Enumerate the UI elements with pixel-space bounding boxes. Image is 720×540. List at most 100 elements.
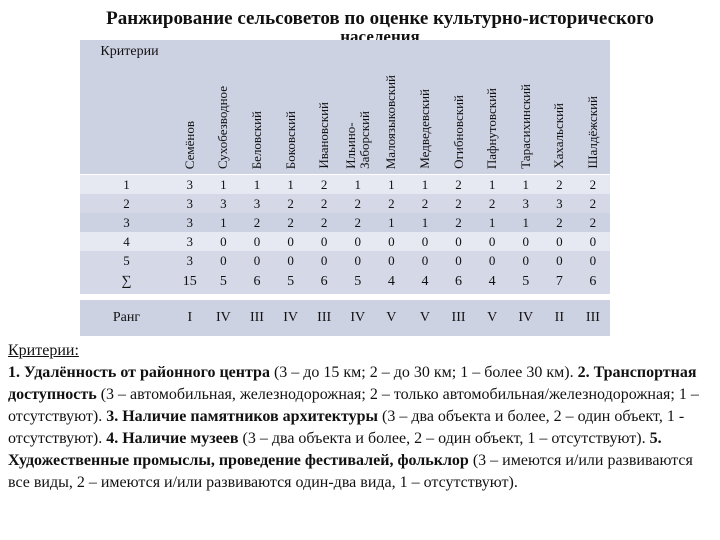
table-cell: 0 bbox=[455, 252, 462, 268]
column-header-label: Хахальский bbox=[551, 103, 567, 169]
table-cell: 0 bbox=[388, 252, 395, 268]
table-cell: 2 bbox=[589, 176, 597, 192]
table-cell: 2 bbox=[455, 195, 462, 211]
table-cell: 2 bbox=[455, 176, 462, 192]
row-label: 4 bbox=[123, 233, 130, 249]
table-cell: 3 bbox=[186, 233, 194, 249]
column-header-label: Беловский bbox=[248, 110, 264, 169]
table-cell: 3 bbox=[186, 176, 194, 192]
table-cell: 1 bbox=[522, 176, 529, 192]
table-cell: 2 bbox=[388, 195, 395, 211]
table-cell: 5 bbox=[219, 274, 227, 289]
table-cell: 0 bbox=[220, 252, 227, 268]
table-cell: 3 bbox=[186, 214, 194, 230]
row-label: 3 bbox=[123, 214, 130, 230]
table-cell: 6 bbox=[253, 274, 261, 289]
row-label: 2 bbox=[123, 195, 130, 211]
table-cell: III bbox=[451, 310, 466, 325]
column-header-label: Тарасихинский bbox=[517, 84, 533, 169]
column-header-label: Ивановский bbox=[316, 102, 332, 169]
table-cell: 0 bbox=[488, 233, 496, 249]
table-cell: 0 bbox=[556, 233, 563, 249]
table-cell: 2 bbox=[488, 195, 496, 211]
criteria-notes: Критерии: 1. Удалённость от районного це… bbox=[8, 340, 714, 494]
table-cell: 0 bbox=[220, 233, 227, 249]
table-row: 4 3 0 0 0 0 0 0 0 0 0 0 0 0 bbox=[80, 232, 610, 251]
row-label: ∑ bbox=[121, 274, 132, 289]
column-header: Огибновский bbox=[441, 40, 476, 175]
table-cell: 0 bbox=[253, 233, 261, 249]
table-cell: III bbox=[585, 310, 600, 325]
criterion-3-text: (3 – два объекта и более, 2 – один объек… bbox=[8, 408, 685, 447]
table-cell: 0 bbox=[455, 233, 462, 249]
notes-heading: Критерии: bbox=[8, 342, 79, 359]
table-cell: 4 bbox=[387, 274, 395, 289]
table-cell: 2 bbox=[589, 195, 597, 211]
table-cell: 2 bbox=[556, 176, 563, 192]
page-title: Ранжирование сельсоветов по оценке культ… bbox=[40, 8, 720, 42]
table-cell: 2 bbox=[320, 214, 328, 230]
table-cell: 0 bbox=[354, 252, 362, 268]
table-cell: III bbox=[317, 310, 332, 325]
row-label: 5 bbox=[123, 252, 130, 268]
title-line-2: населения bbox=[340, 30, 420, 42]
table-cell: 0 bbox=[287, 233, 294, 249]
column-header-label: Боковский bbox=[282, 110, 298, 169]
table-cell: 2 bbox=[320, 195, 328, 211]
column-header: Хахальский bbox=[542, 40, 577, 175]
table-cell: 1 bbox=[220, 176, 227, 192]
criterion-3-title: 3. Наличие памятников архитектуры bbox=[106, 408, 378, 425]
criterion-5-text: (3 – имеются и/или развиваются все виды,… bbox=[8, 452, 693, 491]
column-header: Медведевский bbox=[408, 40, 442, 175]
criterion-1-text: (3 – до 15 км; 2 – до 30 км; 1 – более 3… bbox=[269, 364, 578, 381]
table-cell: 3 bbox=[556, 195, 563, 211]
table-cell: 5 bbox=[354, 274, 362, 289]
table-cell: 5 bbox=[287, 274, 295, 289]
column-header-label: Малоязыковский bbox=[383, 74, 399, 169]
criterion-2-title: 2. Транспортная доступность bbox=[8, 364, 697, 403]
column-header-label: Ильино- Заборский bbox=[342, 111, 372, 169]
table-cell: 0 bbox=[320, 233, 328, 249]
row-label: Ранг bbox=[112, 310, 141, 325]
table-cell: 5 bbox=[522, 274, 530, 289]
column-header: Тарасихинский bbox=[508, 40, 543, 175]
table-cell: 0 bbox=[522, 252, 529, 268]
table-cell: 2 bbox=[287, 195, 294, 211]
table-row: 5 3 0 0 0 0 0 0 0 0 0 0 0 0 bbox=[80, 251, 610, 270]
column-header: Шалдёжский bbox=[576, 40, 610, 175]
table-cell: V bbox=[386, 310, 397, 325]
table-cell: 6 bbox=[320, 274, 328, 289]
table-cell: 0 bbox=[421, 252, 429, 268]
table-cell: 1 bbox=[287, 176, 294, 192]
table-row: ∑ 15 5 6 5 6 5 4 4 6 4 5 7 6 bbox=[80, 270, 610, 294]
table-cell: 1 bbox=[488, 176, 496, 192]
table-cell: 1 bbox=[388, 176, 395, 192]
table-cell: III bbox=[249, 310, 264, 325]
table-cell: 0 bbox=[589, 252, 597, 268]
row-label: 1 bbox=[123, 176, 130, 192]
column-header: Ивановский bbox=[307, 40, 341, 175]
column-header: Малоязыковский bbox=[374, 40, 409, 175]
column-header-label: Семёнов bbox=[181, 120, 197, 169]
criterion-2-text: (3 – автомобильная, железнодорожная; 2 –… bbox=[8, 386, 699, 425]
criterion-5-title: 5. Художественные промыслы, проведение ф… bbox=[8, 430, 662, 469]
table-row: 3 3 1 2 2 2 2 1 1 2 1 1 2 2 bbox=[80, 213, 610, 232]
ranking-table: Критерии Семёнов Сухобезводное Беловский Бок… bbox=[80, 40, 610, 336]
table-cell: IV bbox=[518, 310, 534, 325]
column-header-label: Пафнутовский bbox=[484, 87, 500, 169]
table-row: 1 3 1 1 1 2 1 1 1 2 1 1 2 2 bbox=[80, 174, 610, 194]
table-row: 2 3 3 3 2 2 2 2 2 2 2 3 3 2 bbox=[80, 194, 610, 213]
table-cell: 1 bbox=[388, 214, 395, 230]
column-header-label: Медведевский bbox=[416, 89, 432, 169]
table-cell: 0 bbox=[388, 233, 395, 249]
table-cell: IV bbox=[216, 310, 231, 325]
table-cell: IV bbox=[283, 310, 298, 325]
criterion-1-title: 1. Удалённость от районного центра bbox=[8, 364, 270, 381]
table-cell: I bbox=[187, 310, 193, 325]
table-cell: 2 bbox=[354, 195, 362, 211]
criterion-4-title: 4. Наличие музеев bbox=[106, 430, 239, 447]
table-cell: V bbox=[419, 310, 431, 325]
table-cell: 0 bbox=[320, 252, 328, 268]
column-header: Пафнутовский bbox=[475, 40, 509, 175]
table-cell: 2 bbox=[253, 214, 261, 230]
